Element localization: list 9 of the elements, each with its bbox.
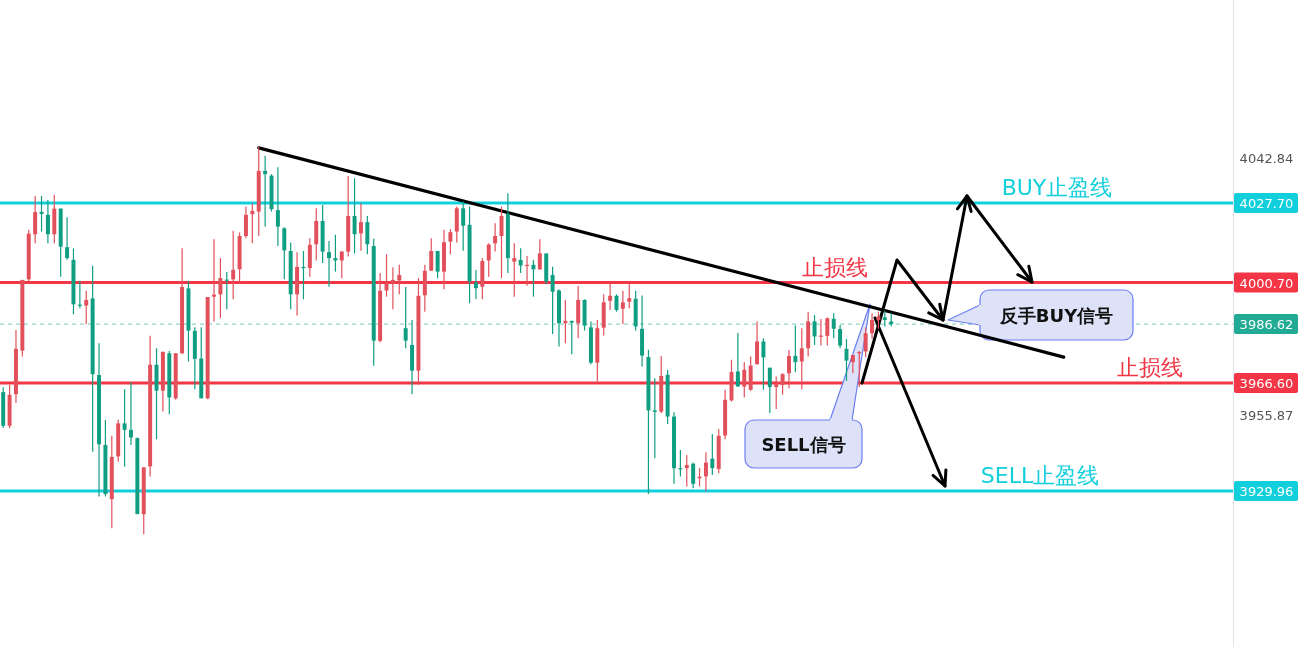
ref-line-label: 止损线	[1117, 355, 1183, 381]
y-tick-label: 3966.60	[1239, 376, 1294, 392]
y-tick-label: 3986.62	[1239, 317, 1294, 333]
ref-line-label: 止损线	[802, 254, 868, 280]
y-tick-label: 4000.70	[1239, 275, 1294, 291]
y-tick-label: 4027.70	[1239, 196, 1294, 211]
ref-line-label: BUY止盈线	[1001, 175, 1113, 200]
y-tick-label: 3929.96	[1239, 483, 1294, 499]
ref-line-label: SELL止盈线	[980, 462, 1100, 488]
